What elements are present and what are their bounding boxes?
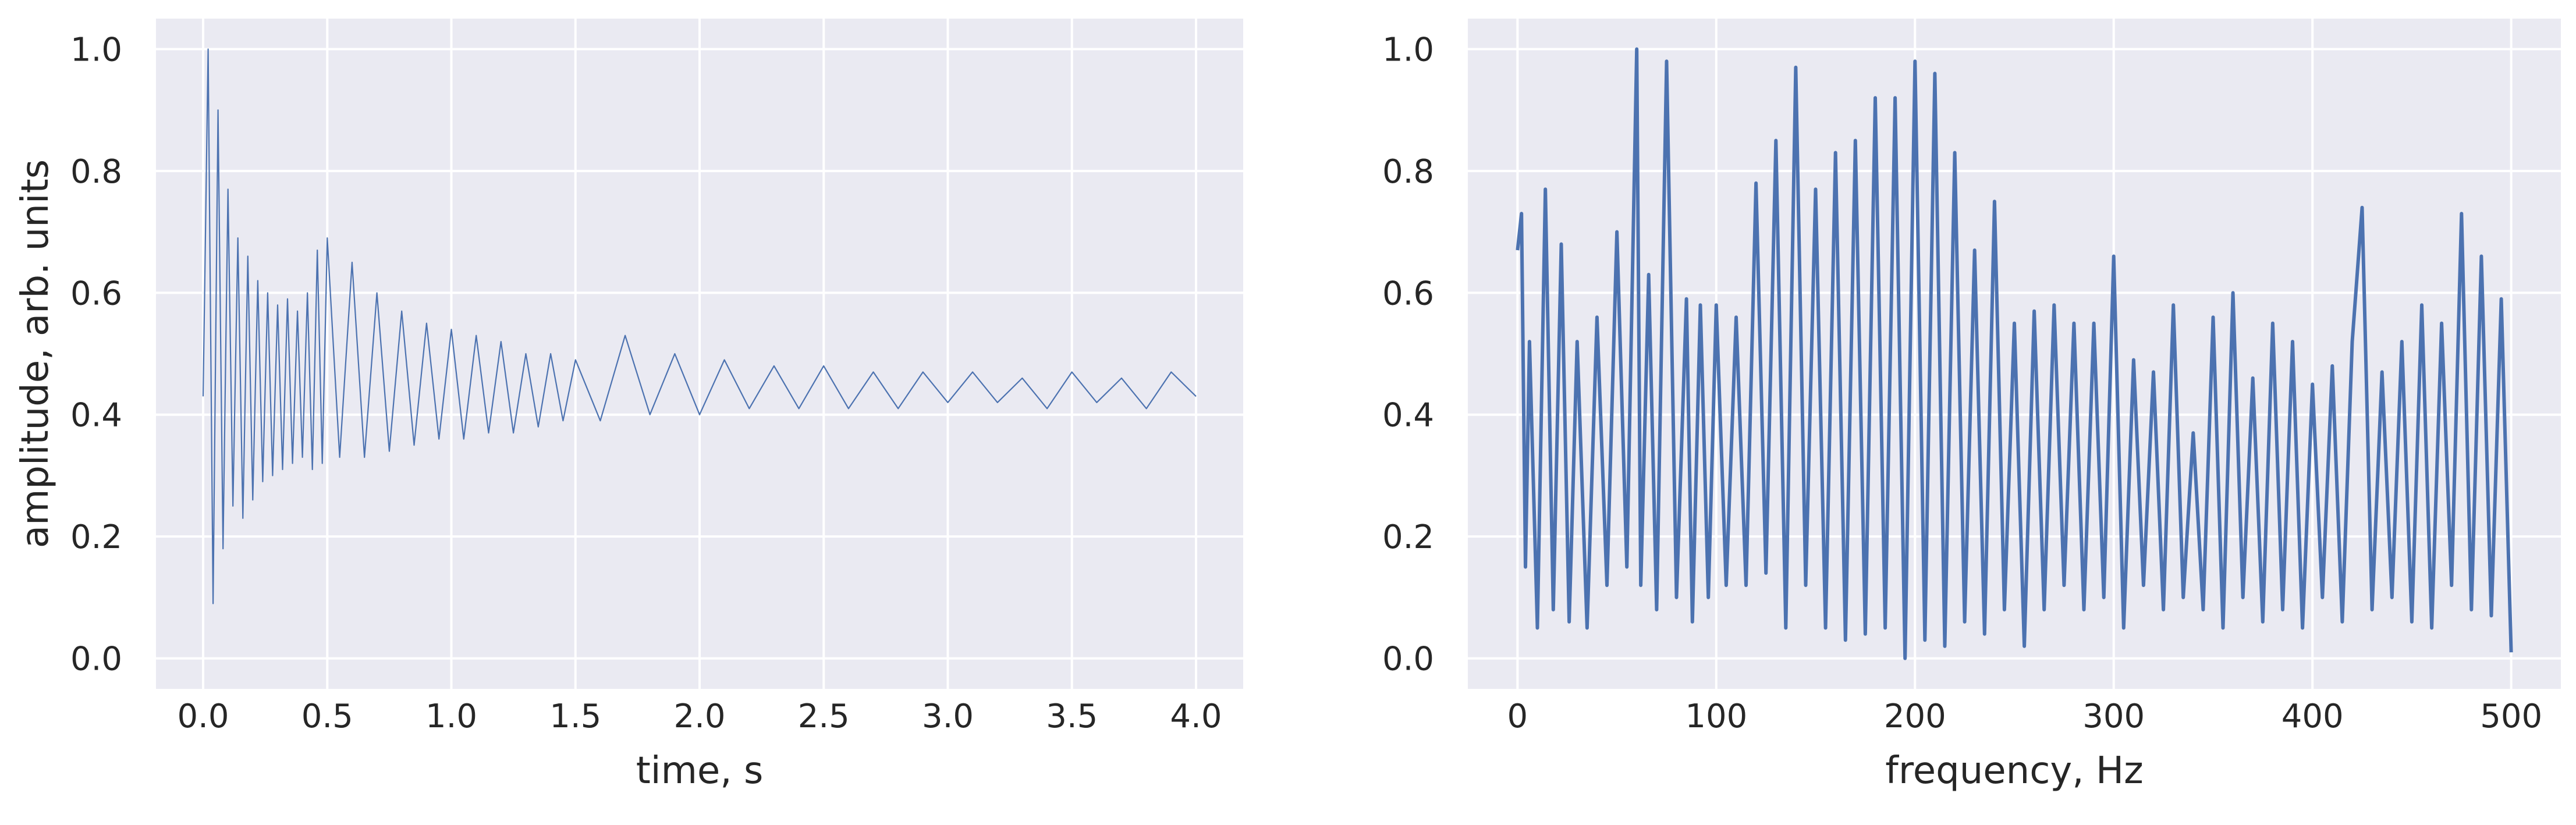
x-tick-label: 100 bbox=[1685, 698, 1747, 735]
x-axis-label: frequency, Hz bbox=[1885, 749, 2143, 792]
y-axis-label: amplitude, arb. units bbox=[14, 159, 57, 548]
y-tick-label: 0.6 bbox=[70, 275, 122, 312]
x-tick-label: 400 bbox=[2282, 698, 2344, 735]
grid bbox=[156, 19, 1243, 689]
x-tick-label: 3.0 bbox=[922, 698, 974, 735]
y-tick-label: 0.2 bbox=[70, 518, 122, 556]
y-tick-label: 0.6 bbox=[1382, 275, 1434, 312]
y-tick-label: 0.4 bbox=[70, 397, 122, 435]
x-tick-label: 4.0 bbox=[1170, 698, 1222, 735]
chart-panel-1: 0.0 0.5 1.0 1.5 2.0 2.5 3.0 3.5 4.0 0.0 0.2 0.4 0.6 0… bbox=[14, 19, 1243, 792]
x-tick-label: 0.5 bbox=[301, 698, 353, 735]
x-tick-label: 0 bbox=[1507, 698, 1528, 735]
x-tick-label: 2.0 bbox=[673, 698, 725, 735]
y-tick-label: 1.0 bbox=[1382, 31, 1434, 69]
chart-panel-2: 0 100 200 300 400 500 0.0 0.2 0.4 0.6 0.8 1.0 freque… bbox=[1382, 19, 2561, 792]
grid bbox=[1468, 19, 2561, 689]
x-axis-label: time, s bbox=[636, 749, 764, 792]
x-tick-label: 0.0 bbox=[178, 698, 229, 735]
y-tick-label: 0.2 bbox=[1382, 518, 1434, 556]
x-tick-label: 2.5 bbox=[798, 698, 850, 735]
series-line-1 bbox=[202, 48, 1197, 604]
y-tick-label: 0.0 bbox=[1382, 641, 1434, 678]
y-tick-label: 0.8 bbox=[1382, 153, 1434, 191]
series-line-1 bbox=[1516, 47, 2513, 660]
x-tick-label: 500 bbox=[2480, 698, 2542, 735]
y-tick-label: 1.0 bbox=[70, 31, 122, 69]
y-tick-label: 0.8 bbox=[70, 153, 122, 191]
x-tick-label: 300 bbox=[2082, 698, 2145, 735]
x-tick-label: 3.5 bbox=[1046, 698, 1098, 735]
x-tick-label: 1.5 bbox=[549, 698, 601, 735]
y-tick-label: 0.4 bbox=[1382, 397, 1434, 435]
x-tick-label: 200 bbox=[1884, 698, 1946, 735]
x-tick-label: 1.0 bbox=[425, 698, 477, 735]
y-tick-label: 0.0 bbox=[70, 641, 122, 678]
